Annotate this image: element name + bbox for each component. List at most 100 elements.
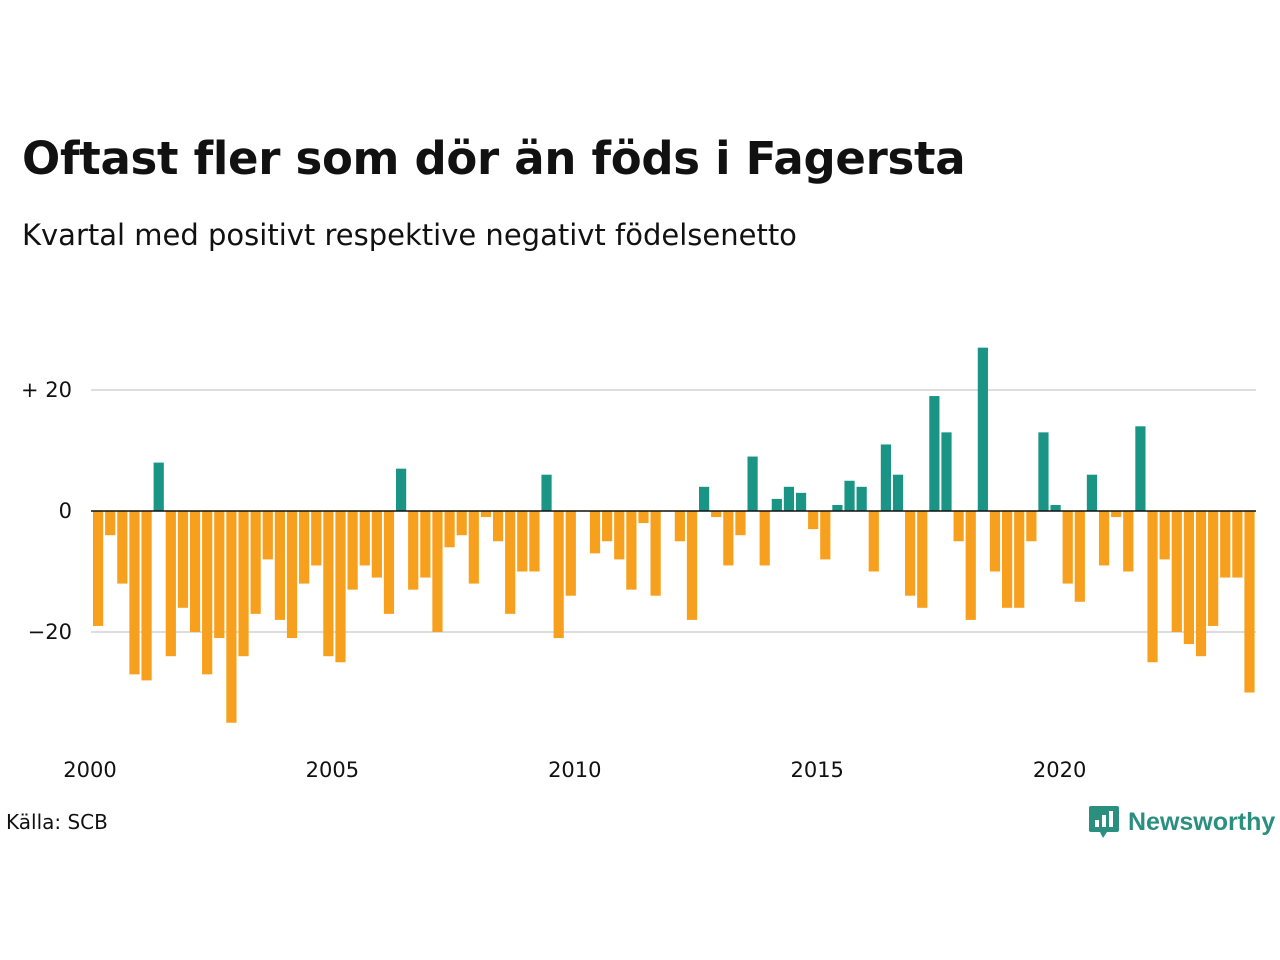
bar-negative (432, 511, 443, 632)
bar-negative (408, 511, 419, 590)
bar-negative (1220, 511, 1231, 578)
bar-negative (347, 511, 358, 590)
bar-negative (444, 511, 455, 548)
x-tick-label: 2010 (548, 758, 601, 782)
newsworthy-logo: Newsworthy (1088, 804, 1275, 840)
bar-negative (323, 511, 334, 657)
bar-negative (638, 511, 649, 524)
bar-positive (396, 468, 407, 511)
bar-negative (274, 511, 285, 620)
x-tick-label: 2000 (63, 758, 116, 782)
bar-negative (686, 511, 698, 620)
bar-negative (1159, 511, 1170, 560)
bar-negative (953, 511, 964, 542)
y-tick-label: −20 (28, 620, 72, 644)
bar-negative (1208, 511, 1219, 626)
bar-negative (311, 511, 322, 566)
bar-negative (1244, 511, 1255, 693)
bar-negative (674, 511, 685, 542)
bar-negative (1147, 511, 1158, 663)
bar-negative (468, 511, 479, 584)
bar-negative (189, 511, 201, 632)
bar-negative (238, 511, 249, 657)
bar-negative (589, 511, 601, 554)
bar-negative (602, 511, 613, 542)
bar-negative (165, 511, 176, 657)
gridlines (91, 389, 1256, 633)
bar-negative (868, 511, 879, 572)
source-note: Källa: SCB (6, 810, 108, 834)
bar-negative (820, 511, 831, 560)
bar-positive (783, 486, 795, 511)
bar-negative (1232, 511, 1243, 578)
bar-negative (614, 511, 625, 560)
y-tick-label: + 20 (21, 378, 72, 402)
bar-negative (1111, 511, 1122, 518)
bar-positive (795, 492, 807, 511)
bar-negative (905, 511, 916, 596)
bar-negative (105, 511, 116, 536)
bar-negative (1098, 511, 1110, 566)
bar-negative (335, 511, 346, 663)
chart-subtitle: Kvartal med positivt respektive negativt… (22, 218, 797, 252)
bar-negative (565, 511, 576, 596)
bar-positive (1086, 474, 1098, 511)
bar-negative (1074, 511, 1085, 602)
bar-negative (420, 511, 431, 578)
bar-chart: + 20 0 −20 2000 2005 2010 2015 2020 (21, 347, 1256, 782)
bars (93, 347, 1255, 723)
bar-negative (177, 511, 189, 608)
bar-positive (856, 486, 867, 511)
bar-negative (1171, 511, 1182, 632)
bar-positive (977, 347, 988, 511)
bar-positive (1038, 432, 1049, 511)
bar-negative (808, 511, 819, 530)
bar-negative (1014, 511, 1025, 608)
bar-negative (492, 511, 504, 542)
bar-negative (1123, 511, 1134, 572)
bar-negative (711, 511, 722, 518)
x-tick-label: 2005 (306, 758, 359, 782)
bar-negative (1002, 511, 1013, 608)
bar-negative (359, 511, 370, 566)
bar-negative (1026, 511, 1037, 542)
bar-positive (832, 504, 843, 511)
bar-positive (153, 462, 164, 511)
bar-negative (117, 511, 128, 584)
bar-negative (505, 511, 516, 614)
bar-negative (262, 511, 273, 560)
bar-negative (529, 511, 540, 572)
bar-positive (892, 474, 904, 511)
bar-negative (626, 511, 637, 590)
x-tick-label: 2015 (790, 758, 843, 782)
bar-negative (517, 511, 528, 572)
bar-negative (250, 511, 261, 614)
bar-negative (371, 511, 382, 578)
y-tick-label: 0 (59, 499, 72, 523)
bar-negative (1062, 511, 1073, 584)
bar-negative (1183, 511, 1194, 645)
x-tick-label: 2020 (1033, 758, 1086, 782)
bar-negative (456, 511, 467, 536)
bar-negative (214, 511, 225, 639)
bar-negative (383, 511, 395, 614)
bar-negative (129, 511, 140, 675)
bar-negative (299, 511, 310, 584)
axes: + 20 0 −20 2000 2005 2010 2015 2020 (21, 378, 1256, 782)
bar-negative (226, 511, 237, 723)
bar-negative (1195, 511, 1207, 657)
newsworthy-logo-icon (1089, 806, 1119, 838)
bar-negative (553, 511, 564, 639)
bar-positive (699, 486, 710, 511)
chart-title: Oftast fler som dör än föds i Fagersta (22, 132, 966, 185)
bar-negative (286, 511, 298, 639)
bar-positive (941, 432, 952, 511)
bar-positive (771, 498, 782, 511)
bar-negative (735, 511, 746, 536)
bar-negative (141, 511, 152, 681)
bar-negative (202, 511, 213, 675)
bar-negative (480, 511, 492, 518)
bar-negative (723, 511, 734, 566)
bar-positive (747, 456, 758, 511)
bar-positive (1050, 504, 1061, 511)
